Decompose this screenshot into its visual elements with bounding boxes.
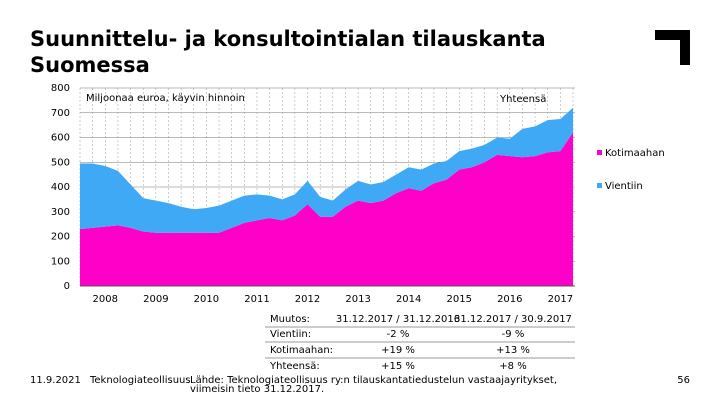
table-cell: Kotimaahan: (270, 345, 333, 356)
area (80, 132, 573, 286)
table-cell: -2 % (387, 329, 410, 340)
x-tick-label: 2008 (93, 294, 118, 305)
y-tick-label: 0 (64, 281, 70, 292)
table-header: Muutos: (270, 314, 310, 325)
logo (655, 30, 690, 65)
y-tick-label: 400 (51, 182, 70, 193)
table-cell: -9 % (502, 329, 525, 340)
chart-title: Suunnittelu- ja konsultointialan tilausk… (30, 27, 546, 77)
footer-source: viimeisin tieto 31.12.2017. (190, 384, 324, 395)
y-tick-label: 700 (51, 108, 70, 119)
table-cell: +8 % (499, 361, 526, 372)
y-tick-label: 500 (51, 157, 70, 168)
x-tick-label: 2012 (295, 294, 320, 305)
table-header: 31.12.2017 / 31.12.2016 (336, 314, 460, 325)
y-tick-label: 600 (51, 133, 70, 144)
x-tick-label: 2009 (143, 294, 168, 305)
x-tick-label: 2015 (447, 294, 472, 305)
area (80, 107, 573, 233)
y-tick-label: 100 (51, 256, 70, 267)
legend-swatch (597, 183, 602, 188)
y-tick-label: 300 (51, 207, 70, 218)
legend-swatch (597, 150, 602, 155)
x-tick-label: 2010 (194, 294, 219, 305)
table-cell: +15 % (381, 361, 415, 372)
footer-source: Lähde: Teknologiateollisuus ry:n tilausk… (190, 375, 557, 386)
footer-org: Teknologiateollisuus (89, 375, 191, 386)
y-tick-label: 800 (51, 83, 70, 94)
page-number: 56 (677, 375, 690, 386)
table-header: 31.12.2017 / 30.9.2017 (454, 314, 572, 325)
table-cell: +13 % (496, 345, 530, 356)
legend-label: Vientiin (605, 181, 643, 192)
table-cell: Yhteensä: (269, 361, 320, 372)
table-cell: +19 % (381, 345, 415, 356)
annotation: Miljoonaa euroa, käyvin hinnoin (86, 93, 245, 104)
footer-date: 11.9.2021 (30, 375, 81, 386)
y-tick-label: 200 (51, 232, 70, 243)
x-tick-label: 2014 (396, 294, 421, 305)
x-tick-label: 2013 (345, 294, 370, 305)
x-tick-label: 2017 (548, 294, 573, 305)
x-tick-label: 2016 (497, 294, 522, 305)
table-cell: Vientiin: (270, 329, 311, 340)
legend-label: Kotimaahan (605, 148, 665, 159)
x-tick-label: 2011 (244, 294, 269, 305)
annotation: Yhteensä (499, 94, 546, 105)
